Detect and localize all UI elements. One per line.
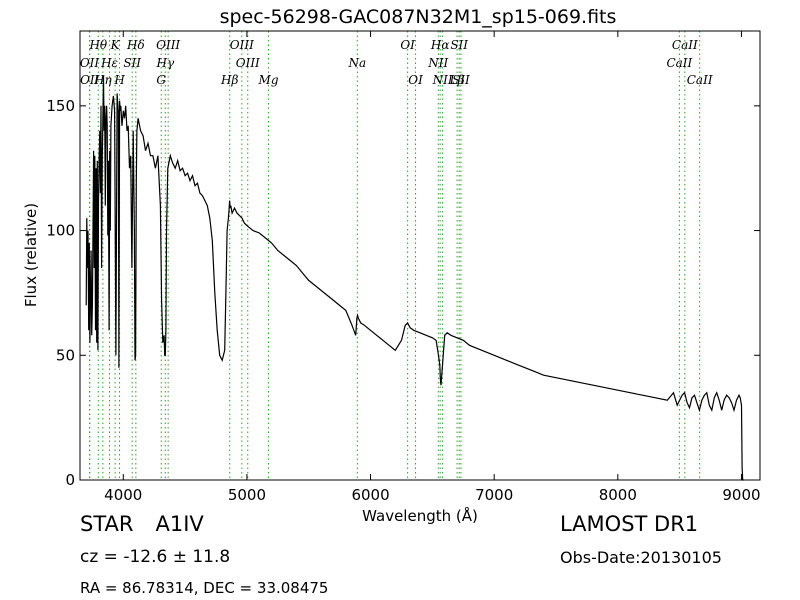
y-tick-label: 150	[46, 97, 75, 115]
line-label: OIII	[230, 38, 254, 52]
line-label: NII	[427, 56, 448, 70]
y-tick-label: 50	[56, 346, 75, 364]
spectral-line-markers	[89, 31, 701, 480]
survey-name: LAMOST DR1	[560, 512, 699, 536]
observation-date: Obs-Date:20130105	[560, 548, 722, 567]
x-tick-label: 4000	[104, 486, 142, 504]
x-tick-label: 8000	[599, 486, 637, 504]
line-label: CaII	[666, 56, 692, 70]
spectrum-line	[85, 75, 744, 481]
line-label: SII	[452, 73, 470, 87]
line-label: Hβ	[220, 73, 238, 87]
x-tick-label: 9000	[722, 486, 760, 504]
object-classification: STAR A1IV	[80, 512, 204, 536]
line-label: Lβ	[449, 73, 465, 87]
line-label: SII	[123, 56, 141, 70]
x-tick-label: 7000	[475, 486, 513, 504]
sky-coordinates: RA = 86.78314, DEC = 33.08475	[80, 579, 329, 597]
plot-frame	[79, 30, 761, 481]
x-axis-label: Wavelength (Å)	[362, 506, 478, 525]
line-label: Hδ	[126, 38, 145, 52]
y-tick-label: 100	[46, 222, 75, 240]
line-label: Hα	[430, 38, 450, 52]
line-label: OIII	[156, 38, 180, 52]
line-label: OIII	[236, 56, 260, 70]
object-type: STAR	[80, 512, 134, 536]
line-label: G	[156, 73, 166, 87]
y-axis-label: Flux (relative)	[22, 203, 40, 307]
line-label: Hθ	[88, 38, 107, 52]
line-label: H	[113, 73, 125, 87]
chart-title: spec-56298-GAC087N32M1_sp15-069.fits	[220, 6, 617, 28]
y-tick-label: 0	[65, 471, 75, 489]
line-label: SII	[450, 38, 468, 52]
redshift-value: cz = -12.6 ± 11.8	[80, 547, 231, 567]
x-tick-label: 5000	[228, 486, 266, 504]
line-label: Mg	[258, 73, 279, 87]
line-label: Na	[347, 56, 366, 70]
line-label: Hε	[100, 56, 118, 70]
line-label: CaII	[687, 73, 713, 87]
line-label: K	[110, 38, 121, 52]
line-label: OII	[80, 73, 100, 87]
line-label: OI	[400, 38, 415, 52]
x-tick-label: 6000	[351, 486, 389, 504]
line-label: OII	[80, 56, 100, 70]
line-label: Hη	[93, 73, 112, 87]
line-label: CaII	[672, 38, 698, 52]
y-axis-ticks: 0 50 100 150	[46, 97, 760, 489]
line-label: Hγ	[155, 56, 174, 70]
x-axis-ticks: 4000 5000 6000 7000 8000 9000	[104, 31, 761, 504]
line-label: NII	[432, 73, 453, 87]
line-label: OI	[408, 73, 423, 87]
object-subclass: A1IV	[155, 512, 204, 536]
